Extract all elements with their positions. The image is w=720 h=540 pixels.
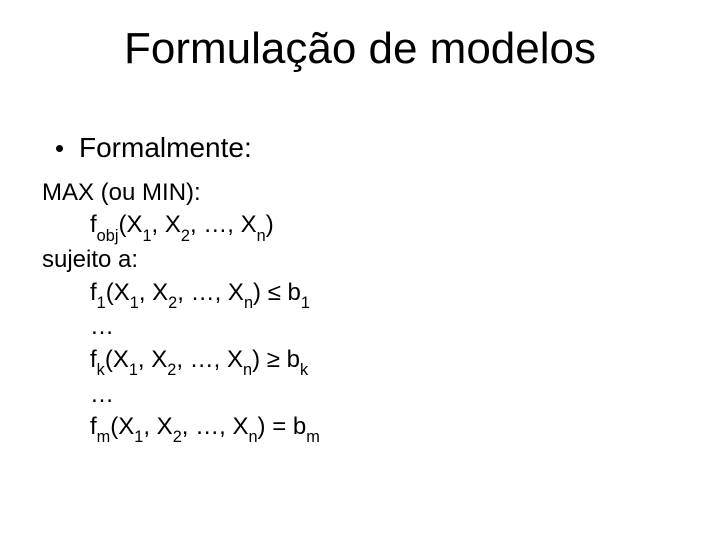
b-label: b	[286, 413, 306, 440]
sub-1: 1	[130, 294, 139, 312]
comma-x: , X	[138, 346, 167, 373]
sub-n: n	[257, 227, 266, 245]
sub-1: 1	[134, 428, 143, 446]
open-x: (X	[118, 211, 142, 238]
sub-2: 2	[181, 227, 190, 245]
sub-n: n	[244, 294, 253, 312]
f-label: f	[90, 279, 97, 306]
slide: Formulação de modelos Formalmente: MAX (…	[0, 0, 720, 540]
sub-1: 1	[142, 227, 151, 245]
close-paren: )	[266, 211, 274, 238]
dots-x: , …, X	[177, 279, 244, 306]
comma-x: , X	[139, 279, 168, 306]
open-x: (X	[106, 279, 130, 306]
sub-bk: k	[300, 361, 308, 379]
comma-x: , X	[152, 211, 181, 238]
sub-obj: obj	[97, 227, 119, 245]
le-symbol: ≤	[268, 279, 281, 306]
slide-title: Formulação de modelos	[0, 24, 720, 74]
line-subject-to: sujeito a:	[42, 244, 680, 276]
sub-n: n	[248, 428, 257, 446]
close-paren: )	[253, 279, 268, 306]
comma-x: , X	[143, 413, 172, 440]
f-label: f	[90, 211, 97, 238]
open-x: (X	[105, 346, 129, 373]
b-label: b	[280, 346, 300, 373]
sub-2: 2	[167, 361, 176, 379]
sub-2: 2	[168, 294, 177, 312]
bullet-dot-icon	[56, 145, 63, 152]
sub-1: 1	[129, 361, 138, 379]
line-ellipsis-2: …	[42, 379, 680, 411]
sub-bm: m	[306, 428, 320, 446]
sub-2: 2	[173, 428, 182, 446]
sub-n: n	[243, 361, 252, 379]
b-label: b	[281, 279, 301, 306]
bullet-row: Formalmente:	[56, 130, 680, 165]
dots-x: , …, X	[190, 211, 257, 238]
sub-m: m	[97, 428, 111, 446]
line-maxmin: MAX (ou MIN):	[42, 177, 680, 209]
close-paren: )	[252, 346, 267, 373]
sub-b1: 1	[301, 294, 310, 312]
f-label: f	[90, 413, 97, 440]
line-fk: fk(X1, X2, …, Xn) ≥ bk	[42, 344, 680, 379]
line-fobj: fobj(X1, X2, …, Xn)	[42, 209, 680, 244]
line-f1: f1(X1, X2, …, Xn) ≤ b1	[42, 277, 680, 312]
formal-block: MAX (ou MIN): fobj(X1, X2, …, Xn) sujeit…	[42, 177, 680, 446]
eq-symbol: =	[272, 413, 286, 440]
ge-symbol: ≥	[267, 346, 280, 373]
f-label: f	[90, 346, 97, 373]
dots-x: , …, X	[176, 346, 243, 373]
open-x: (X	[110, 413, 134, 440]
slide-body: Formalmente: MAX (ou MIN): fobj(X1, X2, …	[56, 130, 680, 446]
dots-x: , …, X	[182, 413, 249, 440]
sub-k: k	[97, 361, 105, 379]
sub-1: 1	[97, 294, 106, 312]
bullet-text: Formalmente:	[79, 130, 252, 165]
line-ellipsis-1: …	[42, 311, 680, 343]
line-fm: fm(X1, X2, …, Xn) = bm	[42, 411, 680, 446]
close-paren: )	[258, 413, 273, 440]
